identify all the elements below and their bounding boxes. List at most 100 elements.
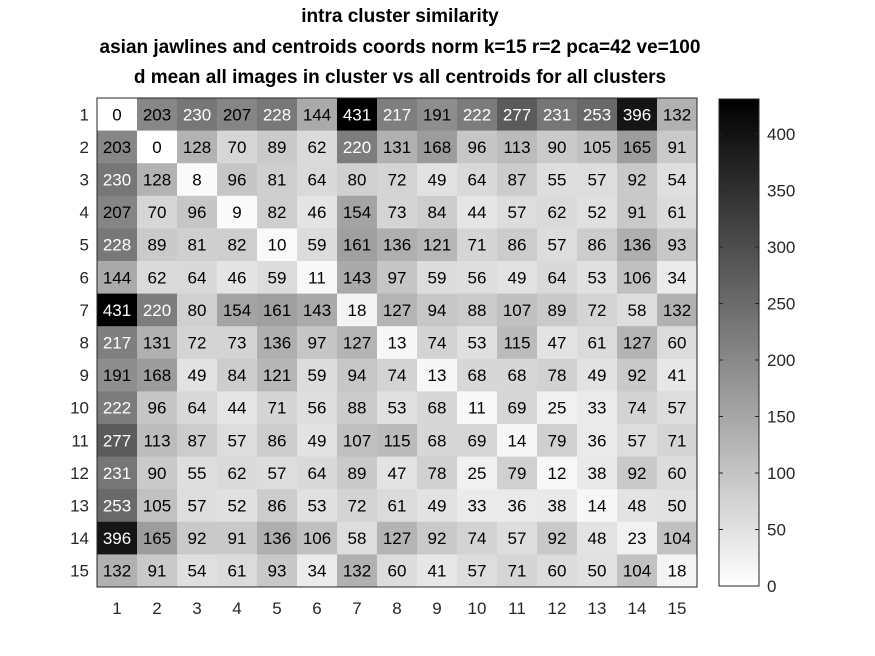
heatmap-cell-label: 217: [383, 105, 411, 124]
heatmap-cell: [177, 554, 218, 588]
heatmap-cell-label: 68: [468, 366, 487, 385]
heatmap-cell-label: 154: [343, 203, 371, 222]
heatmap-cell-label: 115: [503, 334, 530, 353]
heatmap-cell-label: 81: [188, 236, 207, 255]
heatmap-cell: [377, 521, 418, 555]
colorbar-tick-label: 150: [767, 408, 795, 427]
heatmap-cell: [617, 98, 658, 132]
heatmap-cell-label: 222: [103, 399, 131, 418]
heatmap-cell-label: 68: [428, 431, 447, 450]
y-tick-label: 2: [80, 138, 89, 157]
heatmap-cell-label: 90: [548, 138, 567, 157]
heatmap-cell: [537, 130, 578, 164]
heatmap-cell: [657, 521, 698, 555]
heatmap-cell-label: 132: [103, 562, 131, 581]
colorbar-tick-label: 400: [767, 125, 795, 144]
heatmap-cell: [657, 195, 698, 229]
heatmap-cell: [137, 293, 178, 327]
heatmap-cell: [377, 195, 418, 229]
heatmap-cell: [97, 326, 138, 360]
heatmap-cell-label: 59: [428, 268, 447, 287]
heatmap-cell-label: 91: [148, 562, 167, 581]
heatmap-cell: [337, 456, 378, 490]
heatmap-cell: [617, 358, 658, 392]
heatmap-cell: [457, 358, 498, 392]
heatmap-cell-label: 115: [383, 431, 410, 450]
heatmap-cell-label: 54: [188, 562, 207, 581]
heatmap-cell-label: 74: [628, 399, 647, 418]
heatmap-cell-label: 96: [148, 399, 167, 418]
x-tick-label: 3: [192, 599, 201, 618]
heatmap-cell: [497, 554, 538, 588]
y-tick-label: 10: [70, 399, 89, 418]
heatmap-cell: [457, 424, 498, 458]
heatmap-cell: [417, 195, 458, 229]
heatmap-cell-label: 93: [668, 236, 687, 255]
heatmap-cell-label: 92: [188, 529, 207, 548]
heatmap-cell: [537, 391, 578, 425]
heatmap-cell: [537, 195, 578, 229]
heatmap-cell: [617, 130, 658, 164]
heatmap-cell-label: 60: [668, 334, 687, 353]
y-tick-label: 11: [71, 431, 89, 450]
heatmap-cell: [537, 98, 578, 132]
heatmap-cell-label: 72: [348, 497, 367, 516]
heatmap-cell: [257, 326, 298, 360]
heatmap-cell-label: 72: [388, 171, 407, 190]
heatmap-cell: [337, 195, 378, 229]
heatmap-cell: [497, 489, 538, 523]
heatmap-cell: [337, 130, 378, 164]
heatmap-cell-label: 228: [103, 236, 131, 255]
heatmap-cell: [617, 489, 658, 523]
heatmap-cell-label: 57: [228, 431, 247, 450]
heatmap-cell: [97, 98, 138, 132]
heatmap-cell: [377, 293, 418, 327]
heatmap-cell: [577, 326, 618, 360]
heatmap-cell-label: 105: [583, 138, 611, 157]
heatmap-cell-label: 64: [548, 268, 567, 287]
y-tick-label: 7: [80, 301, 89, 320]
heatmap-cell: [577, 98, 618, 132]
heatmap-cell-label: 72: [188, 334, 207, 353]
heatmap-cell: [577, 554, 618, 588]
heatmap-cell: [297, 489, 338, 523]
heatmap-cell-label: 121: [263, 366, 291, 385]
heatmap-cell-label: 165: [143, 529, 171, 548]
colorbar-tick-label: 300: [767, 238, 795, 257]
heatmap-cell: [617, 293, 658, 327]
heatmap-cell-label: 81: [268, 171, 287, 190]
heatmap-cell: [337, 391, 378, 425]
heatmap-cell: [497, 261, 538, 295]
heatmap-cell-label: 92: [628, 366, 647, 385]
heatmap-cell: [537, 456, 578, 490]
heatmap-cell-label: 97: [388, 268, 407, 287]
heatmap-cell-label: 60: [548, 562, 567, 581]
heatmap-cell-label: 38: [588, 464, 607, 483]
heatmap-cell-label: 154: [223, 301, 251, 320]
heatmap-cell-label: 78: [428, 464, 447, 483]
x-tick-label: 8: [392, 599, 401, 618]
heatmap-cell-label: 59: [308, 366, 327, 385]
heatmap-cell-label: 74: [428, 334, 447, 353]
heatmap-cell: [137, 261, 178, 295]
heatmap-cell: [217, 554, 258, 588]
heatmap-cell: [457, 195, 498, 229]
heatmap-cell-label: 44: [468, 203, 487, 222]
heatmap-cell: [337, 358, 378, 392]
heatmap-cell-label: 38: [548, 497, 567, 516]
heatmap-cell-label: 253: [583, 105, 611, 124]
heatmap-cell: [497, 326, 538, 360]
colorbar-tick-label: 50: [767, 521, 786, 540]
heatmap-cell: [497, 391, 538, 425]
heatmap-cell: [497, 424, 538, 458]
colorbar-ticks: 0 50 100 150 200 250 300 350 400: [719, 125, 795, 596]
heatmap-cell-label: 52: [588, 203, 607, 222]
colorbar: [718, 98, 760, 587]
heatmap-cell-label: 230: [183, 105, 211, 124]
x-tick-label: 6: [312, 599, 321, 618]
heatmap-cell-label: 18: [668, 562, 687, 581]
heatmap-cell: [137, 489, 178, 523]
heatmap-cell: [657, 98, 698, 132]
heatmap-cell: [377, 130, 418, 164]
